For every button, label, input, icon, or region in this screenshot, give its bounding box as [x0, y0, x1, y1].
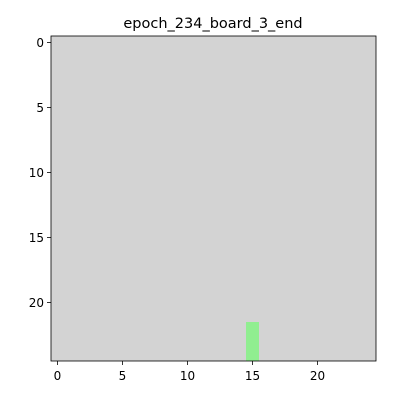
- x-tick-label: 10: [180, 369, 195, 383]
- y-tick-label: 5: [36, 101, 44, 115]
- y-tick-label: 0: [36, 36, 44, 50]
- x-tick-label: 0: [54, 369, 62, 383]
- x-tick-label: 20: [310, 369, 325, 383]
- y-axis: 0 5 10 15 20: [29, 36, 51, 310]
- board-cell: [246, 322, 259, 335]
- x-tick-label: 5: [119, 369, 127, 383]
- y-tick-label: 15: [29, 231, 44, 245]
- x-tick-label: 15: [245, 369, 260, 383]
- x-axis: 0 5 10 15 20: [54, 361, 325, 383]
- plot-frame: [50, 35, 377, 362]
- board-cell: [246, 348, 259, 361]
- chart-title: epoch_234_board_3_end: [123, 16, 302, 32]
- board-cells: [246, 322, 259, 361]
- board-cell: [246, 335, 259, 348]
- y-tick-label: 10: [29, 166, 44, 180]
- y-tick-label: 20: [29, 296, 44, 310]
- board-background: [51, 36, 376, 361]
